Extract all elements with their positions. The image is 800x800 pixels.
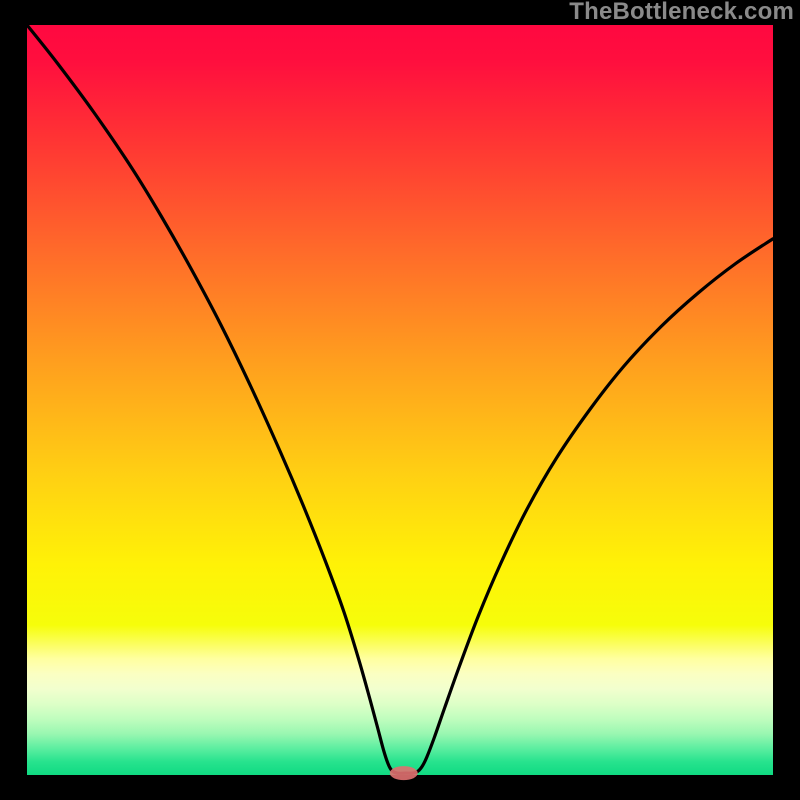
- chart-canvas: [0, 0, 800, 800]
- plot-background-gradient: [27, 25, 773, 775]
- optimum-marker: [390, 766, 418, 780]
- watermark-text: TheBottleneck.com: [569, 0, 800, 24]
- bottleneck-chart: TheBottleneck.com: [0, 0, 800, 800]
